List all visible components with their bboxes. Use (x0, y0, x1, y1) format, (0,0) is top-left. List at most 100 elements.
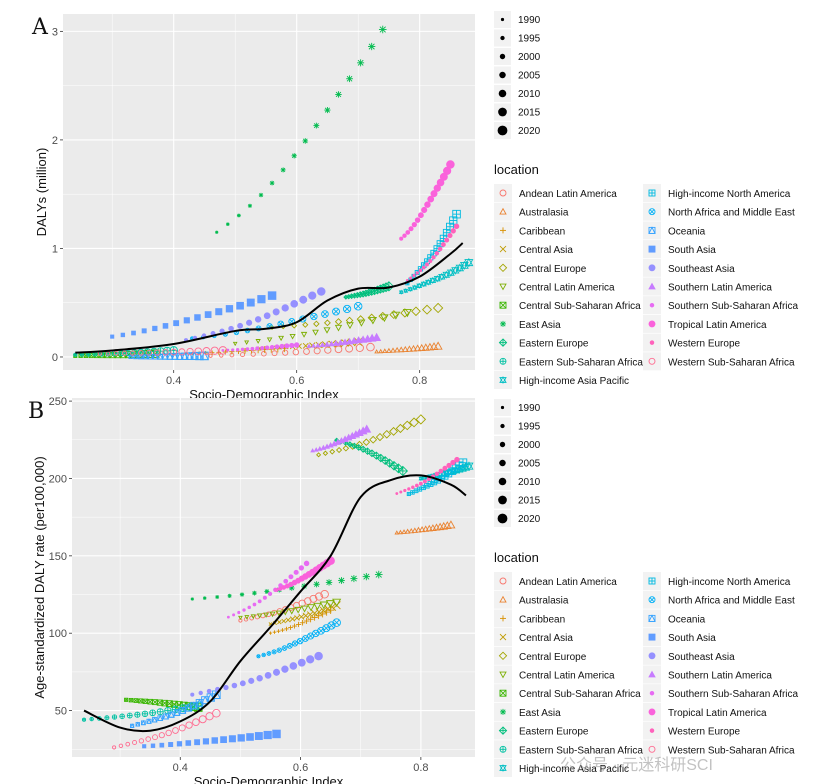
panel-a-point-east-asia (302, 138, 309, 144)
panel-a-point-east-asia (226, 222, 230, 226)
panel-b-point-southern-latin-america (313, 447, 319, 452)
panel-a-legend-label-central-sub-saharan-africa: Central Sub-Saharan Africa (519, 301, 641, 312)
panel-b-legend-symbol-central-sub-saharan-africa (499, 689, 507, 697)
panel-a-point-tropical-latin-america (402, 233, 407, 238)
panel-a-point-western-europe (421, 265, 426, 270)
panel-a-point-andean-latin-america (355, 343, 364, 352)
panel-b-point-western-europe (415, 483, 419, 488)
panel-a-y-tick-label: 3 (52, 26, 58, 38)
panel-a-point-southern-sub-saharan-africa (260, 345, 265, 351)
panel-a-trend-line (75, 242, 464, 354)
panel-b-point-australasia (404, 528, 411, 534)
panel-a-point-east-asia (215, 230, 219, 234)
panel-b-point-eastern-sub-saharan-africa (141, 710, 149, 718)
panel-b-point-south-asia (220, 736, 227, 744)
panel-b-point-south-asia (211, 737, 218, 744)
panel-b-point-south-asia (176, 741, 183, 747)
panel-a-legend-label-north-africa-and-middle-east: North Africa and Middle East (668, 208, 795, 219)
panel-a-point-high-income-asia-pacific (407, 286, 413, 293)
panel-b-point-eastern-sub-saharan-africa (164, 706, 172, 715)
panel-a-point-western-sub-saharan-africa (194, 347, 203, 356)
panel-b-legend-label-tropical-latin-america: Tropical Latin America (668, 708, 767, 719)
panel-a-size-key-dot (500, 35, 505, 41)
panel-a-series-southern-latin-america (306, 332, 382, 348)
panel-b-point-southeast-asia (281, 665, 289, 673)
panel-a-x-tick-label: 0.8 (412, 375, 427, 387)
panel-b-point-western-sub-saharan-africa (185, 721, 193, 729)
panel-a-point-australasia (405, 345, 413, 352)
panel-a-point-southern-sub-saharan-africa (231, 348, 235, 352)
panel-b-point-caribbean (280, 628, 285, 633)
panel-b-point-western-europe (411, 485, 415, 490)
panel-b-legend-label-western-sub-saharan-africa: Western Sub-Saharan Africa (668, 745, 795, 756)
panel-b-point-southern-sub-saharan-africa (226, 615, 230, 619)
panel-b-legend-label-southeast-asia: Southeast Asia (668, 652, 735, 663)
panel-a-point-oceania (199, 351, 209, 361)
panel-b-legend-symbol-western-europe (649, 728, 655, 733)
panel-b-point-australasia (394, 530, 400, 535)
panel-a-point-tropical-latin-america (408, 226, 414, 232)
panel-a-point-central-latin-america (334, 324, 343, 332)
panel-b-point-southern-sub-saharan-africa (257, 599, 262, 604)
panel-a-legend-symbol-western-sub-saharan-africa (648, 357, 656, 365)
panel-b-point-western-europe (434, 471, 440, 477)
panel-b-point-east-asia (350, 575, 358, 583)
panel-a-point-western-europe (441, 242, 446, 247)
panel-a-point-south-asia (225, 305, 234, 313)
panel-a-point-western-sub-saharan-africa (162, 349, 169, 356)
panel-a-point-oceania (166, 352, 174, 360)
panel-a-point-south-asia (141, 328, 147, 334)
panel-a-series-western-sub-saharan-africa (97, 346, 228, 356)
panel-b-legend-symbol-southern-latin-america (648, 670, 656, 678)
panel-b-point-western-sub-saharan-africa (198, 715, 207, 724)
panel-b-point-andean-latin-america (271, 609, 278, 616)
panel-a-point-australasia (409, 344, 418, 352)
panel-b-point-australasia (415, 526, 422, 533)
panel-b-size-key-label: 1995 (518, 422, 541, 433)
panel-a-point-central-europe (356, 315, 365, 324)
panel-b-x-tick-label: 0.6 (293, 762, 308, 774)
panel-a-point-central-europe (400, 308, 410, 318)
panel-a-point-southeast-asia (290, 300, 299, 308)
panel-b-point-southeast-asia (190, 692, 195, 697)
panel-b-y-tick-label: 200 (49, 473, 67, 485)
panel-a-point-southern-latin-america (310, 343, 316, 348)
panel-b-size-key-label: 2005 (518, 459, 541, 470)
panel-a-point-western-europe (415, 271, 419, 275)
panel-a-series-andean-latin-america (208, 342, 375, 358)
panel-b-point-central-latin-america (288, 608, 296, 615)
panel-a-point-australasia (390, 347, 396, 353)
panel-b-legend-symbol-australasia (499, 595, 507, 603)
panel-a-legend-symbol-eastern-sub-saharan-africa (499, 357, 507, 365)
panel-a-point-andean-latin-america (366, 342, 375, 352)
panel-b-point-southern-sub-saharan-africa (247, 605, 252, 610)
panel-a-point-western-europe (418, 268, 423, 273)
panel-b-point-southern-sub-saharan-africa (242, 608, 246, 612)
panel-a-point-australasia (374, 349, 379, 354)
panel-b-series-north-africa-and-middle-east (256, 618, 341, 659)
panel-b-point-tropical-latin-america (277, 586, 283, 591)
panel-a-legend-symbol-caribbean (500, 227, 506, 234)
panel-a-point-western-europe (431, 255, 436, 260)
panel-a-legend-symbol-north-africa-and-middle-east (648, 208, 656, 216)
panel-a-legend-label-australasia: Australasia (519, 208, 569, 219)
panel-b-y-tick-label: 100 (49, 628, 67, 640)
panel-a-point-east-asia (236, 213, 241, 218)
panel-b-point-western-europe (418, 481, 423, 486)
panel-b-point-western-europe (422, 479, 427, 484)
panel-a-point-southern-sub-saharan-africa (269, 344, 275, 350)
panel-b-point-southeast-asia (297, 658, 306, 667)
panel-b-point-southeast-asia (198, 690, 203, 696)
panel-b-point-southern-sub-saharan-africa (237, 610, 241, 615)
panel-a-point-south-asia (120, 332, 126, 338)
panel-b-size-key-dot (498, 477, 507, 486)
panel-b-legend-label-central-sub-saharan-africa: Central Sub-Saharan Africa (519, 689, 641, 700)
panel-b-point-caribbean (295, 621, 302, 628)
panel-b-x-tick-label: 0.4 (173, 762, 188, 774)
panel-b-point-southern-sub-saharan-africa (283, 578, 289, 584)
panel-a-point-central-europe (422, 304, 433, 315)
panel-b-point-southeast-asia (239, 680, 246, 687)
panel-b-point-caribbean (303, 618, 310, 624)
panel-b-legend-title: location (494, 550, 539, 565)
panel-b-point-western-europe (438, 468, 444, 474)
